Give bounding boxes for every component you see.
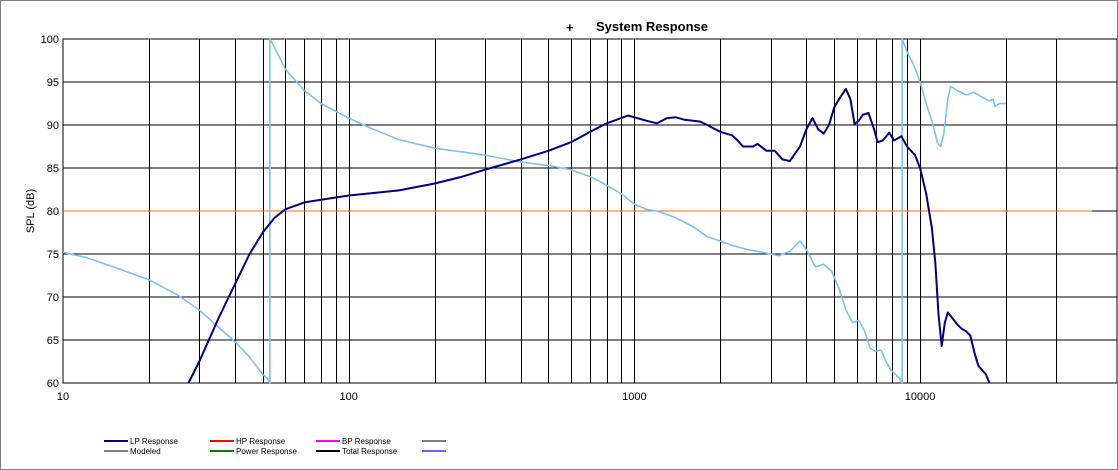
legend-label: LP Response	[130, 437, 178, 446]
series-lp-response	[187, 87, 991, 384]
y-tick-label: 95	[47, 77, 59, 89]
chart-title: System Response	[596, 19, 708, 34]
title-marker: +	[566, 20, 574, 35]
series-layer	[62, 38, 1093, 384]
y-axis-ticks: 60 65 70 75 80 85 90 95 100	[41, 34, 59, 390]
series-modeled	[62, 38, 1007, 384]
x-tick-label: 100	[340, 391, 358, 403]
x-tick-label: 10000	[905, 391, 936, 403]
y-tick-label: 75	[47, 249, 59, 261]
y-tick-label: 60	[47, 378, 59, 390]
legend-label: Modeled	[130, 447, 161, 456]
y-tick-label: 90	[47, 120, 59, 132]
x-tick-label: 10	[57, 391, 69, 403]
legend-label: HP Response	[236, 437, 286, 446]
y-axis-label: SPL (dB)	[25, 189, 37, 233]
legend-label: BP Response	[342, 437, 391, 446]
legend-label: Total Response	[342, 447, 398, 456]
y-tick-label: 70	[47, 292, 59, 304]
y-tick-label: 100	[41, 34, 59, 46]
legend: LP Response HP Response BP Response Modeled…	[104, 437, 446, 456]
y-tick-label: 65	[47, 335, 59, 347]
x-axis-ticks: 10 100 1000 10000	[57, 391, 936, 403]
y-tick-label: 80	[47, 206, 59, 218]
y-tick-label: 85	[47, 163, 59, 175]
x-tick-label: 1000	[622, 391, 646, 403]
legend-label: Power Response	[236, 447, 297, 456]
